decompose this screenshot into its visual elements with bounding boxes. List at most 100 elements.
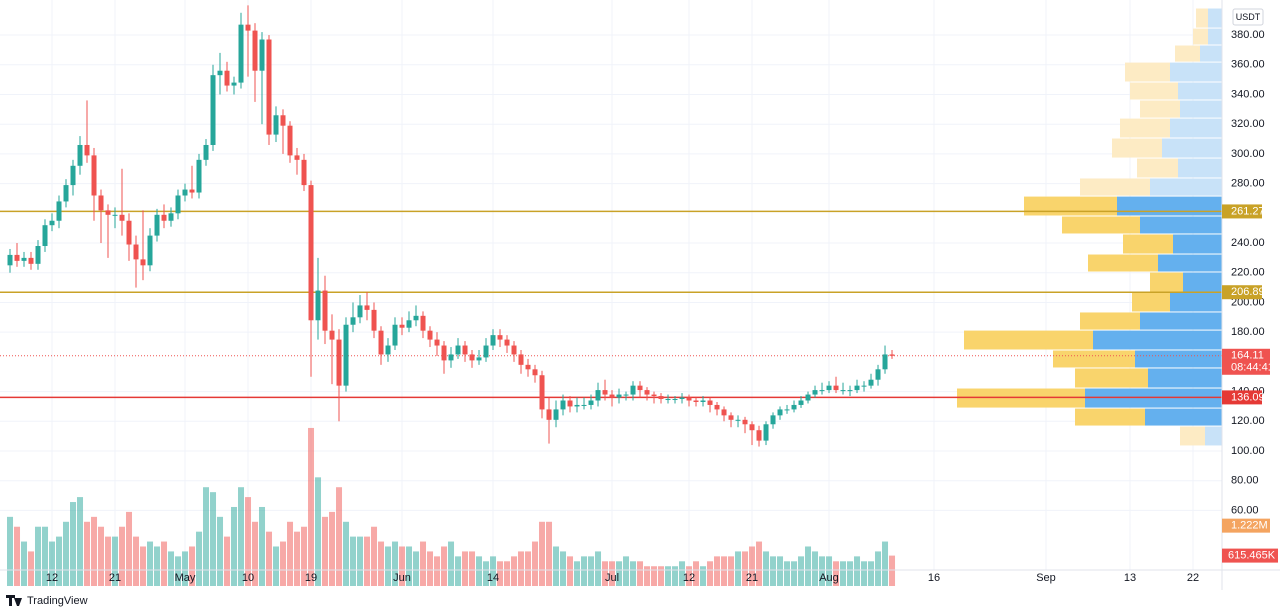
candle-body: [616, 394, 622, 398]
volume-bar: [224, 536, 231, 586]
candle-body: [385, 345, 391, 355]
candle-body: [245, 24, 251, 31]
profile-down: [1130, 82, 1178, 100]
profile-up: [1170, 292, 1222, 312]
candle-body: [581, 404, 587, 406]
level-tag: [1222, 285, 1262, 300]
candle-body: [651, 394, 657, 397]
profile-down: [1080, 312, 1140, 330]
x-tick-label: May: [175, 572, 196, 584]
volume-bar: [161, 541, 168, 586]
volume-bar: [217, 516, 224, 586]
candle-body: [658, 396, 664, 400]
volume-bar: [238, 487, 245, 586]
volume-bar: [875, 551, 882, 586]
profile-up: [1178, 158, 1222, 178]
candle-body: [784, 409, 790, 411]
profile-up: [1200, 45, 1222, 62]
profile-up: [1140, 216, 1222, 234]
volume-bar: [21, 541, 28, 586]
candle-body: [567, 400, 573, 407]
volume-bar: [259, 506, 266, 586]
candle-body: [364, 305, 370, 310]
volume-bar: [497, 561, 504, 586]
level-tag-label: 261.27: [1231, 205, 1265, 217]
profile-down: [1053, 350, 1135, 368]
candle-body: [294, 155, 300, 160]
y-tick-label: 240.00: [1231, 237, 1265, 249]
volume-bar: [721, 556, 728, 586]
y-tick-label: 60.00: [1231, 504, 1259, 516]
y-tick-label: 220.00: [1231, 267, 1265, 279]
candle-body: [147, 235, 153, 266]
volume-bar: [532, 541, 539, 586]
candle-body: [49, 220, 55, 226]
candle-body: [637, 385, 643, 391]
x-tick-label: 13: [1124, 572, 1136, 584]
candle-body: [35, 246, 41, 264]
candle-body: [315, 290, 321, 321]
volume-bar: [343, 521, 350, 586]
profile-up: [1208, 28, 1222, 45]
volume-bar: [574, 561, 581, 586]
volume-bar: [637, 561, 644, 586]
volume-bar: [630, 561, 637, 586]
candle-body: [378, 330, 384, 355]
candle-body: [525, 364, 531, 370]
candle-body: [406, 320, 412, 328]
volume-bar: [91, 516, 98, 586]
candle-body: [182, 189, 188, 196]
volume-bar: [553, 546, 560, 586]
candle-body: [413, 315, 419, 321]
volume-bar: [140, 546, 147, 586]
volume-bar: [525, 551, 532, 586]
profile-up: [1162, 138, 1222, 158]
volume-bar: [252, 521, 259, 586]
candle-body: [721, 409, 727, 416]
candle-body: [273, 115, 279, 135]
x-tick-label: 21: [109, 572, 121, 584]
candle-body: [112, 214, 118, 216]
x-tick-label: 14: [487, 572, 499, 584]
candle-body: [399, 324, 405, 328]
profile-down: [1123, 234, 1173, 254]
candle-body: [791, 404, 797, 410]
candle-body: [812, 390, 818, 395]
y-tick-label: 280.00: [1231, 178, 1265, 190]
volume-bar: [77, 497, 84, 586]
profile-up: [1180, 100, 1222, 118]
candle-body: [7, 254, 13, 266]
y-tick-label: 380.00: [1231, 29, 1265, 41]
candle-body: [266, 39, 272, 135]
volume-bar: [378, 541, 385, 586]
candle-body: [392, 324, 398, 346]
candle-body: [210, 75, 216, 145]
unit-label: USDT: [1236, 12, 1261, 22]
profile-up: [1117, 196, 1222, 216]
candle-body: [308, 185, 314, 321]
candle-body: [714, 404, 720, 410]
candle-body: [252, 30, 258, 71]
axes: 12 21 May 10 19 Jun 14 Jul 12 21 Aug 16 Sep 13 22 60.00…: [46, 29, 1265, 584]
candle-body: [28, 257, 34, 264]
volume-bar: [420, 541, 427, 586]
candle-body: [91, 155, 97, 196]
volume-bar: [203, 487, 210, 586]
volume-bar: [434, 556, 441, 586]
candle-body: [882, 354, 888, 370]
y-tick-label: 340.00: [1231, 88, 1265, 100]
volume-bar: [728, 556, 735, 586]
candle-body: [588, 400, 594, 405]
candle-body: [602, 390, 608, 395]
candle-body: [889, 354, 895, 356]
volume-bar: [826, 556, 833, 586]
candle-body: [238, 24, 244, 83]
profile-down: [1088, 254, 1158, 272]
candle-body: [343, 324, 349, 386]
volume-bar: [154, 546, 161, 586]
candle-body: [630, 385, 636, 395]
volume-bar: [889, 555, 896, 586]
candle-body: [280, 115, 286, 126]
profile-up: [1183, 272, 1222, 292]
